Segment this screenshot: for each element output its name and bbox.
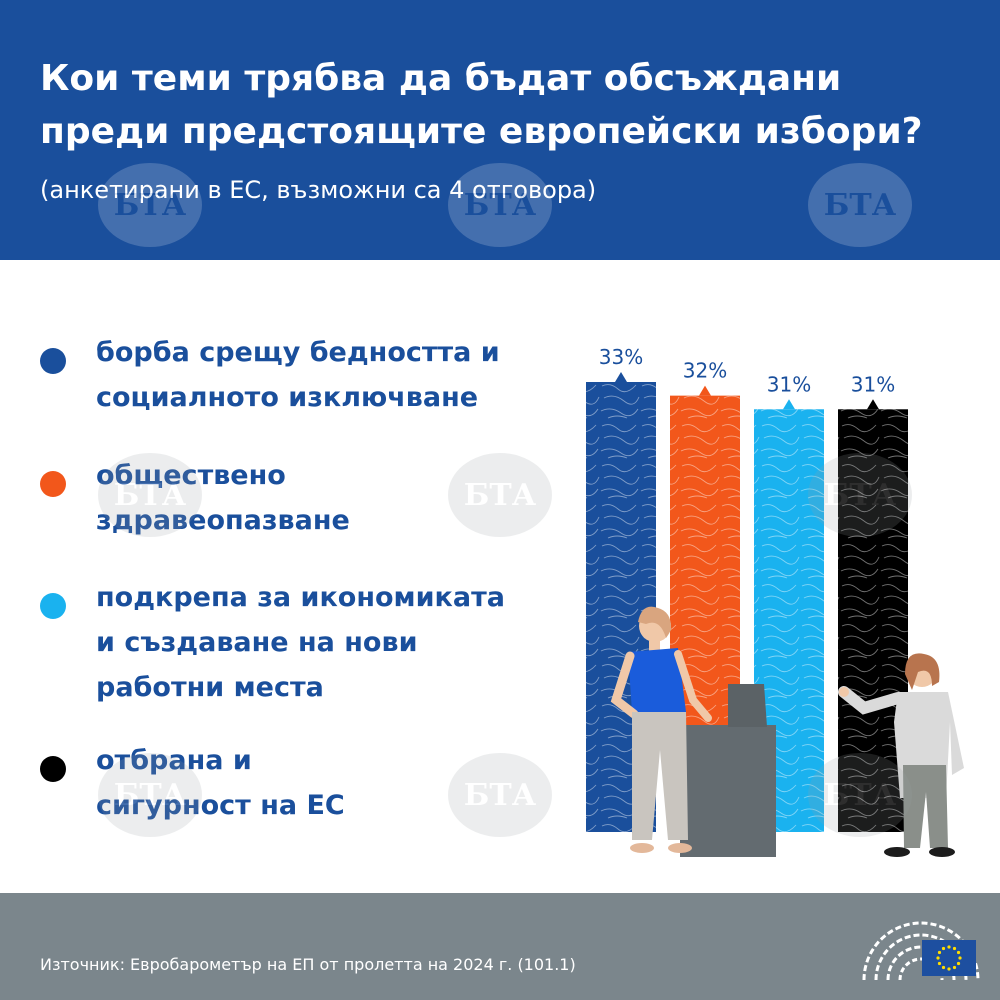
watermark-text: БТА <box>114 478 187 513</box>
bar-marker <box>867 399 879 410</box>
woman-grey-illustration <box>838 653 964 857</box>
desk-illustration <box>680 684 776 857</box>
bta-watermark-icon: БТА <box>98 753 202 837</box>
bta-watermark-icon: БТА <box>448 753 552 837</box>
bar-chart: 33% 32% 31% 31% <box>586 345 964 857</box>
bta-watermark-icon: БТА <box>448 453 552 537</box>
bar-marker <box>783 399 795 410</box>
bar-marker <box>699 385 711 396</box>
laptop-icon <box>728 684 767 727</box>
bta-watermark-icon: БТА <box>98 163 202 247</box>
watermark-text: БТА <box>824 478 897 513</box>
bta-watermark-icon: БТА <box>808 453 912 537</box>
legend-label: подкрепа за икономиката и създаване на н… <box>96 582 505 703</box>
bta-watermark-icon: БТА <box>448 163 552 247</box>
flag-star-icon <box>947 967 951 971</box>
watermark-text: БТА <box>824 778 897 813</box>
flag-star-icon <box>956 950 961 955</box>
bar-texture <box>838 409 908 832</box>
legend-dot-icon <box>40 471 66 497</box>
bta-watermark-icon: БТА <box>808 753 912 837</box>
legend-label: отбрана и сигурност на ЕС <box>96 745 345 821</box>
desk <box>680 725 776 857</box>
footer <box>0 893 1000 1000</box>
flag-star-icon <box>941 965 946 970</box>
eu-flag-icon <box>922 940 976 976</box>
woman-blue-illustration <box>610 606 712 853</box>
bta-watermark-icon: БТА <box>98 453 202 537</box>
legend-dot-icon <box>40 348 66 374</box>
watermark-text: БТА <box>824 188 897 223</box>
bar-group: 31% <box>838 372 908 832</box>
page-title: Кои теми трябва да бъдат обсъждани преди… <box>40 58 923 152</box>
bar-value-label: 32% <box>683 359 727 383</box>
watermark-text: БТА <box>114 188 187 223</box>
bar-marker <box>615 372 627 382</box>
bar-value-label: 31% <box>767 372 811 396</box>
flag-star-icon <box>956 961 961 966</box>
header: Кои теми трябва да бъдат обсъждани преди… <box>0 0 1000 260</box>
bta-watermark-icon: БТА <box>808 163 912 247</box>
legend-label: борба срещу бедността и социалното изклю… <box>96 337 500 413</box>
watermark-text: БТА <box>114 778 187 813</box>
flag-star-icon <box>952 965 957 970</box>
flag-star-icon <box>941 946 946 951</box>
flag-star-icon <box>958 956 962 960</box>
legend-label: обществено здравеопазване <box>96 460 350 536</box>
flag-star-icon <box>947 945 951 949</box>
flag-star-icon <box>952 946 957 951</box>
flag-star-icon <box>937 961 942 966</box>
bar-value-label: 31% <box>851 372 895 396</box>
page-subtitle: (анкетирани в ЕС, възможни са 4 отговора… <box>40 176 597 204</box>
bar-value-label: 33% <box>599 345 643 369</box>
watermark-text: БТА <box>464 478 537 513</box>
watermark-text: БТА <box>464 778 537 813</box>
source-note: Източник: Евробарометър на ЕП от пролетт… <box>40 955 576 974</box>
bar-group: 31% <box>754 372 824 832</box>
flag-star-icon <box>937 950 942 955</box>
flag-star-icon <box>936 956 940 960</box>
legend-dot-icon <box>40 593 66 619</box>
watermark-text: БТА <box>464 188 537 223</box>
legend-dot-icon <box>40 756 66 782</box>
